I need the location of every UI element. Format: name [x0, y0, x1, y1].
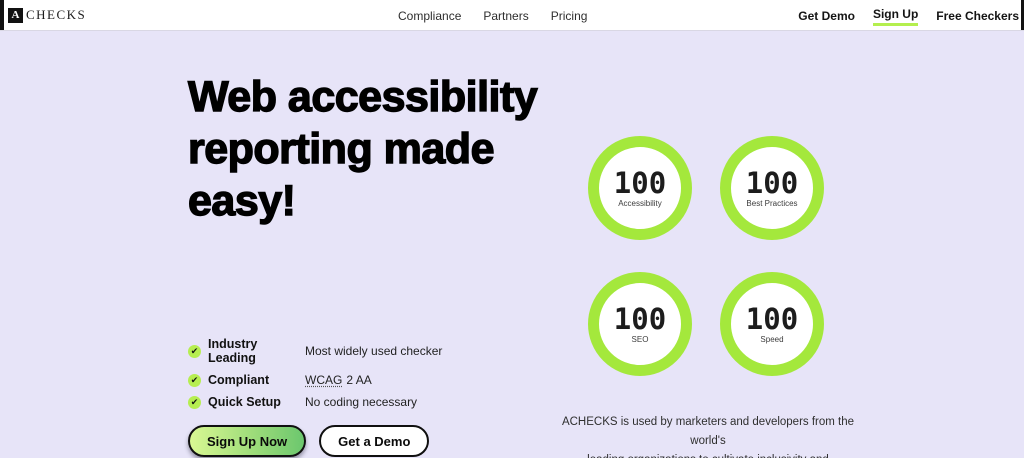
social-proof-caption: ACHECKS is used by marketers and develop…	[560, 413, 856, 458]
feature-value-rest: 2 AA	[346, 373, 372, 387]
score-accessibility: 100 Accessibility	[588, 136, 692, 240]
header-actions: Get Demo Sign Up Free Checkers	[798, 0, 1021, 31]
score-label: Best Practices	[746, 199, 798, 208]
nav-item-compliance[interactable]: Compliance	[398, 8, 462, 23]
cta-buttons: Sign Up Now Get a Demo	[188, 425, 430, 457]
feature-label: Industry Leading	[208, 337, 258, 365]
window-edge-left	[0, 0, 4, 30]
page-title: Web accessibility reporting made easy!	[187, 72, 538, 225]
wcag-abbreviation[interactable]: WCAG	[305, 373, 343, 387]
sign-up-link[interactable]: Sign Up	[872, 5, 919, 26]
achecks-logo[interactable]: A CHECKS	[8, 7, 86, 23]
feature-list: ✔ Industry Leading Most widely used chec…	[188, 337, 442, 409]
get-demo-link[interactable]: Get Demo	[798, 8, 855, 23]
score-value: 100	[745, 302, 799, 336]
score-label: Speed	[760, 335, 784, 344]
check-icon: ✔	[188, 344, 201, 358]
feature-quick-setup: ✔ Quick Setup No coding necessary	[188, 395, 442, 409]
feature-compliant: ✔ Compliant WCAG 2 AA	[188, 373, 442, 387]
free-checkers-link[interactable]: Free Checkers	[936, 8, 1019, 23]
feature-label: Quick Setup	[208, 395, 281, 409]
score-best-practices: 100 Best Practices	[720, 136, 824, 240]
top-navigation-bar: A CHECKS Compliance Partners Pricing Get…	[0, 0, 1024, 31]
score-grid: 100 Accessibility 100 Best Practices 100…	[588, 136, 824, 376]
feature-industry-leading: ✔ Industry Leading Most widely used chec…	[188, 337, 442, 365]
score-speed: 100 Speed	[720, 272, 824, 376]
feature-value: Most widely used checker	[305, 344, 443, 358]
feature-value: WCAG 2 AA	[305, 373, 372, 387]
score-label: Accessibility	[618, 199, 662, 208]
score-value: 100	[613, 166, 667, 200]
caption-line-2: leading organizations to cultivate inclu…	[560, 451, 856, 458]
hero-section: Web accessibility reporting made easy! ✔…	[0, 31, 1024, 458]
logo-a-icon: A	[8, 7, 23, 23]
main-nav: Compliance Partners Pricing	[398, 0, 587, 31]
caption-line-1: ACHECKS is used by marketers and develop…	[561, 416, 855, 447]
score-value: 100	[613, 302, 667, 336]
get-a-demo-button[interactable]: Get a Demo	[319, 425, 430, 457]
logo-wordmark: CHECKS	[26, 7, 87, 22]
score-label: SEO	[631, 335, 649, 344]
window-edge-right	[1021, 0, 1024, 30]
feature-label: Compliant	[208, 373, 270, 387]
sign-up-now-button[interactable]: Sign Up Now	[188, 425, 307, 457]
feature-value: No coding necessary	[305, 395, 418, 409]
check-icon: ✔	[188, 395, 201, 409]
nav-item-pricing[interactable]: Pricing	[550, 8, 588, 23]
check-icon: ✔	[188, 373, 201, 387]
score-value: 100	[745, 166, 799, 200]
nav-item-partners[interactable]: Partners	[483, 8, 529, 23]
score-seo: 100 SEO	[588, 272, 692, 376]
